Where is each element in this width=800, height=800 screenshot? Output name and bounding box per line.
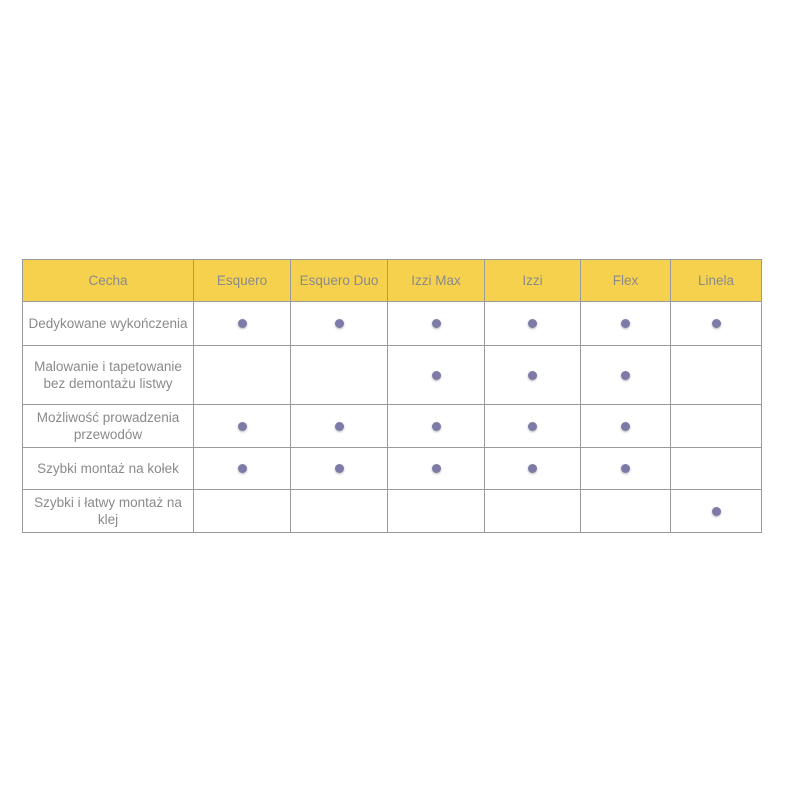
column-header: Linela [670,259,762,302]
dot-icon [237,421,247,431]
dot-icon [528,421,537,431]
dot-icon [621,370,630,380]
dot-icon [237,319,247,328]
table-row: Dedykowane wykończenia [22,301,762,346]
dot-icon [237,464,247,473]
mark-cell [193,489,291,533]
mark-cell [580,345,671,405]
dot-icon [334,421,344,431]
dot-icon [334,319,344,328]
mark-cell [290,447,388,490]
column-header: Izzi [484,259,581,302]
table-row: Możliwość prowadzenia przewodów [22,404,762,448]
dot-icon [621,421,630,431]
dot-icon [621,319,630,328]
dot-icon [528,464,537,473]
mark-cell [670,404,762,448]
mark-cell [387,404,485,448]
column-header: Izzi Max [387,259,485,302]
mark-cell [484,345,581,405]
mark-cell [580,447,671,490]
mark-cell [484,489,581,533]
mark-cell [580,301,671,346]
column-header: Esquero Duo [290,259,388,302]
dot-icon [431,319,441,328]
header-row: Cecha Esquero Esquero Duo Izzi Max Izzi Flex L… [22,259,762,302]
dot-icon [431,464,441,473]
mark-cell [387,447,485,490]
mark-cell [387,301,485,346]
mark-cell [290,345,388,405]
mark-cell [580,489,671,533]
mark-cell [290,404,388,448]
mark-cell [484,447,581,490]
dot-icon [711,506,721,516]
dot-icon [621,464,630,473]
mark-cell [670,301,762,346]
mark-cell [290,301,388,346]
column-header: Flex [580,259,671,302]
comparison-table: Cecha Esquero Esquero Duo Izzi Max Izzi Flex L… [22,259,762,533]
mark-cell [670,345,762,405]
table-row: Szybki montaż na kołek [22,447,762,490]
dot-icon [431,421,441,431]
mark-cell [580,404,671,448]
column-header: Esquero [193,259,291,302]
feature-label: Dedykowane wykończenia [22,301,194,346]
mark-cell [193,301,291,346]
feature-label: Możliwość prowadzenia przewodów [22,404,194,448]
dot-icon [431,370,441,380]
mark-cell [193,345,291,405]
column-header: Cecha [22,259,194,302]
table-row: Malowanie i tapetowanie bez demontażu li… [22,345,762,405]
table-row: Szybki i łatwy montaż na klej [22,489,762,533]
feature-label: Szybki montaż na kołek [22,447,194,490]
mark-cell [484,404,581,448]
mark-cell [193,447,291,490]
mark-cell [290,489,388,533]
mark-cell [387,489,485,533]
dot-icon [711,319,721,328]
feature-label: Szybki i łatwy montaż na klej [22,489,194,533]
dot-icon [334,464,344,473]
mark-cell [193,404,291,448]
mark-cell [670,489,762,533]
dot-icon [528,319,537,328]
mark-cell [484,301,581,346]
mark-cell [670,447,762,490]
feature-label: Malowanie i tapetowanie bez demontażu li… [22,345,194,405]
dot-icon [528,370,537,380]
mark-cell [387,345,485,405]
